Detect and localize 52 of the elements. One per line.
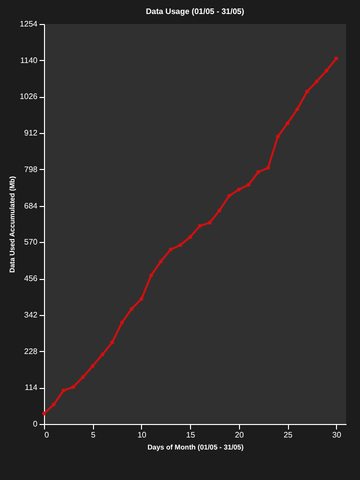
y-tick-label: 456 — [24, 274, 38, 284]
point — [256, 170, 260, 174]
point — [246, 182, 250, 187]
point — [159, 259, 163, 264]
point — [208, 220, 212, 225]
point — [266, 166, 270, 170]
line-series — [42, 56, 338, 416]
point — [286, 121, 290, 126]
point — [81, 375, 85, 379]
point — [217, 208, 222, 212]
x-tick-label: 5 — [90, 430, 96, 440]
point — [188, 235, 192, 239]
point — [276, 134, 280, 138]
x-tick-label: 20 — [234, 430, 244, 440]
x-tick-label: 25 — [284, 430, 294, 440]
y-tick-label: 684 — [24, 201, 38, 210]
y-tick-label: 228 — [24, 346, 38, 356]
point — [236, 188, 241, 192]
y-tick-label: 570 — [24, 238, 38, 247]
y-tick-label: 912 — [24, 128, 38, 138]
x-tick-label: 0 — [44, 430, 50, 440]
y-tick-label: 1026 — [20, 92, 38, 102]
point — [324, 68, 328, 72]
x-tick-label: 10 — [137, 430, 147, 440]
x-tick-label: 30 — [332, 430, 342, 440]
y-tick-label: 114 — [24, 383, 38, 392]
point — [140, 297, 144, 301]
point — [90, 364, 95, 368]
point — [198, 224, 202, 228]
point — [130, 306, 134, 311]
point — [110, 340, 114, 344]
point — [227, 194, 231, 198]
y-tick-label: 1254 — [20, 20, 38, 28]
point — [71, 385, 76, 389]
point — [42, 412, 46, 416]
point — [120, 320, 124, 324]
point — [314, 80, 319, 84]
y-tick-label: 798 — [24, 164, 38, 174]
point — [295, 107, 300, 112]
y-tick-label: 1140 — [20, 56, 38, 65]
y-tick-label: 0 — [33, 420, 38, 428]
point — [149, 273, 154, 278]
point — [305, 90, 309, 94]
chart-title: Data Usage (01/05 - 31/05) — [146, 7, 244, 16]
x-tick-label: 15 — [186, 430, 196, 440]
point — [52, 402, 56, 406]
point — [100, 352, 104, 356]
point — [178, 243, 182, 247]
y-tick-label: 342 — [24, 310, 38, 320]
point — [62, 388, 66, 392]
point — [334, 56, 338, 60]
point — [168, 248, 173, 252]
